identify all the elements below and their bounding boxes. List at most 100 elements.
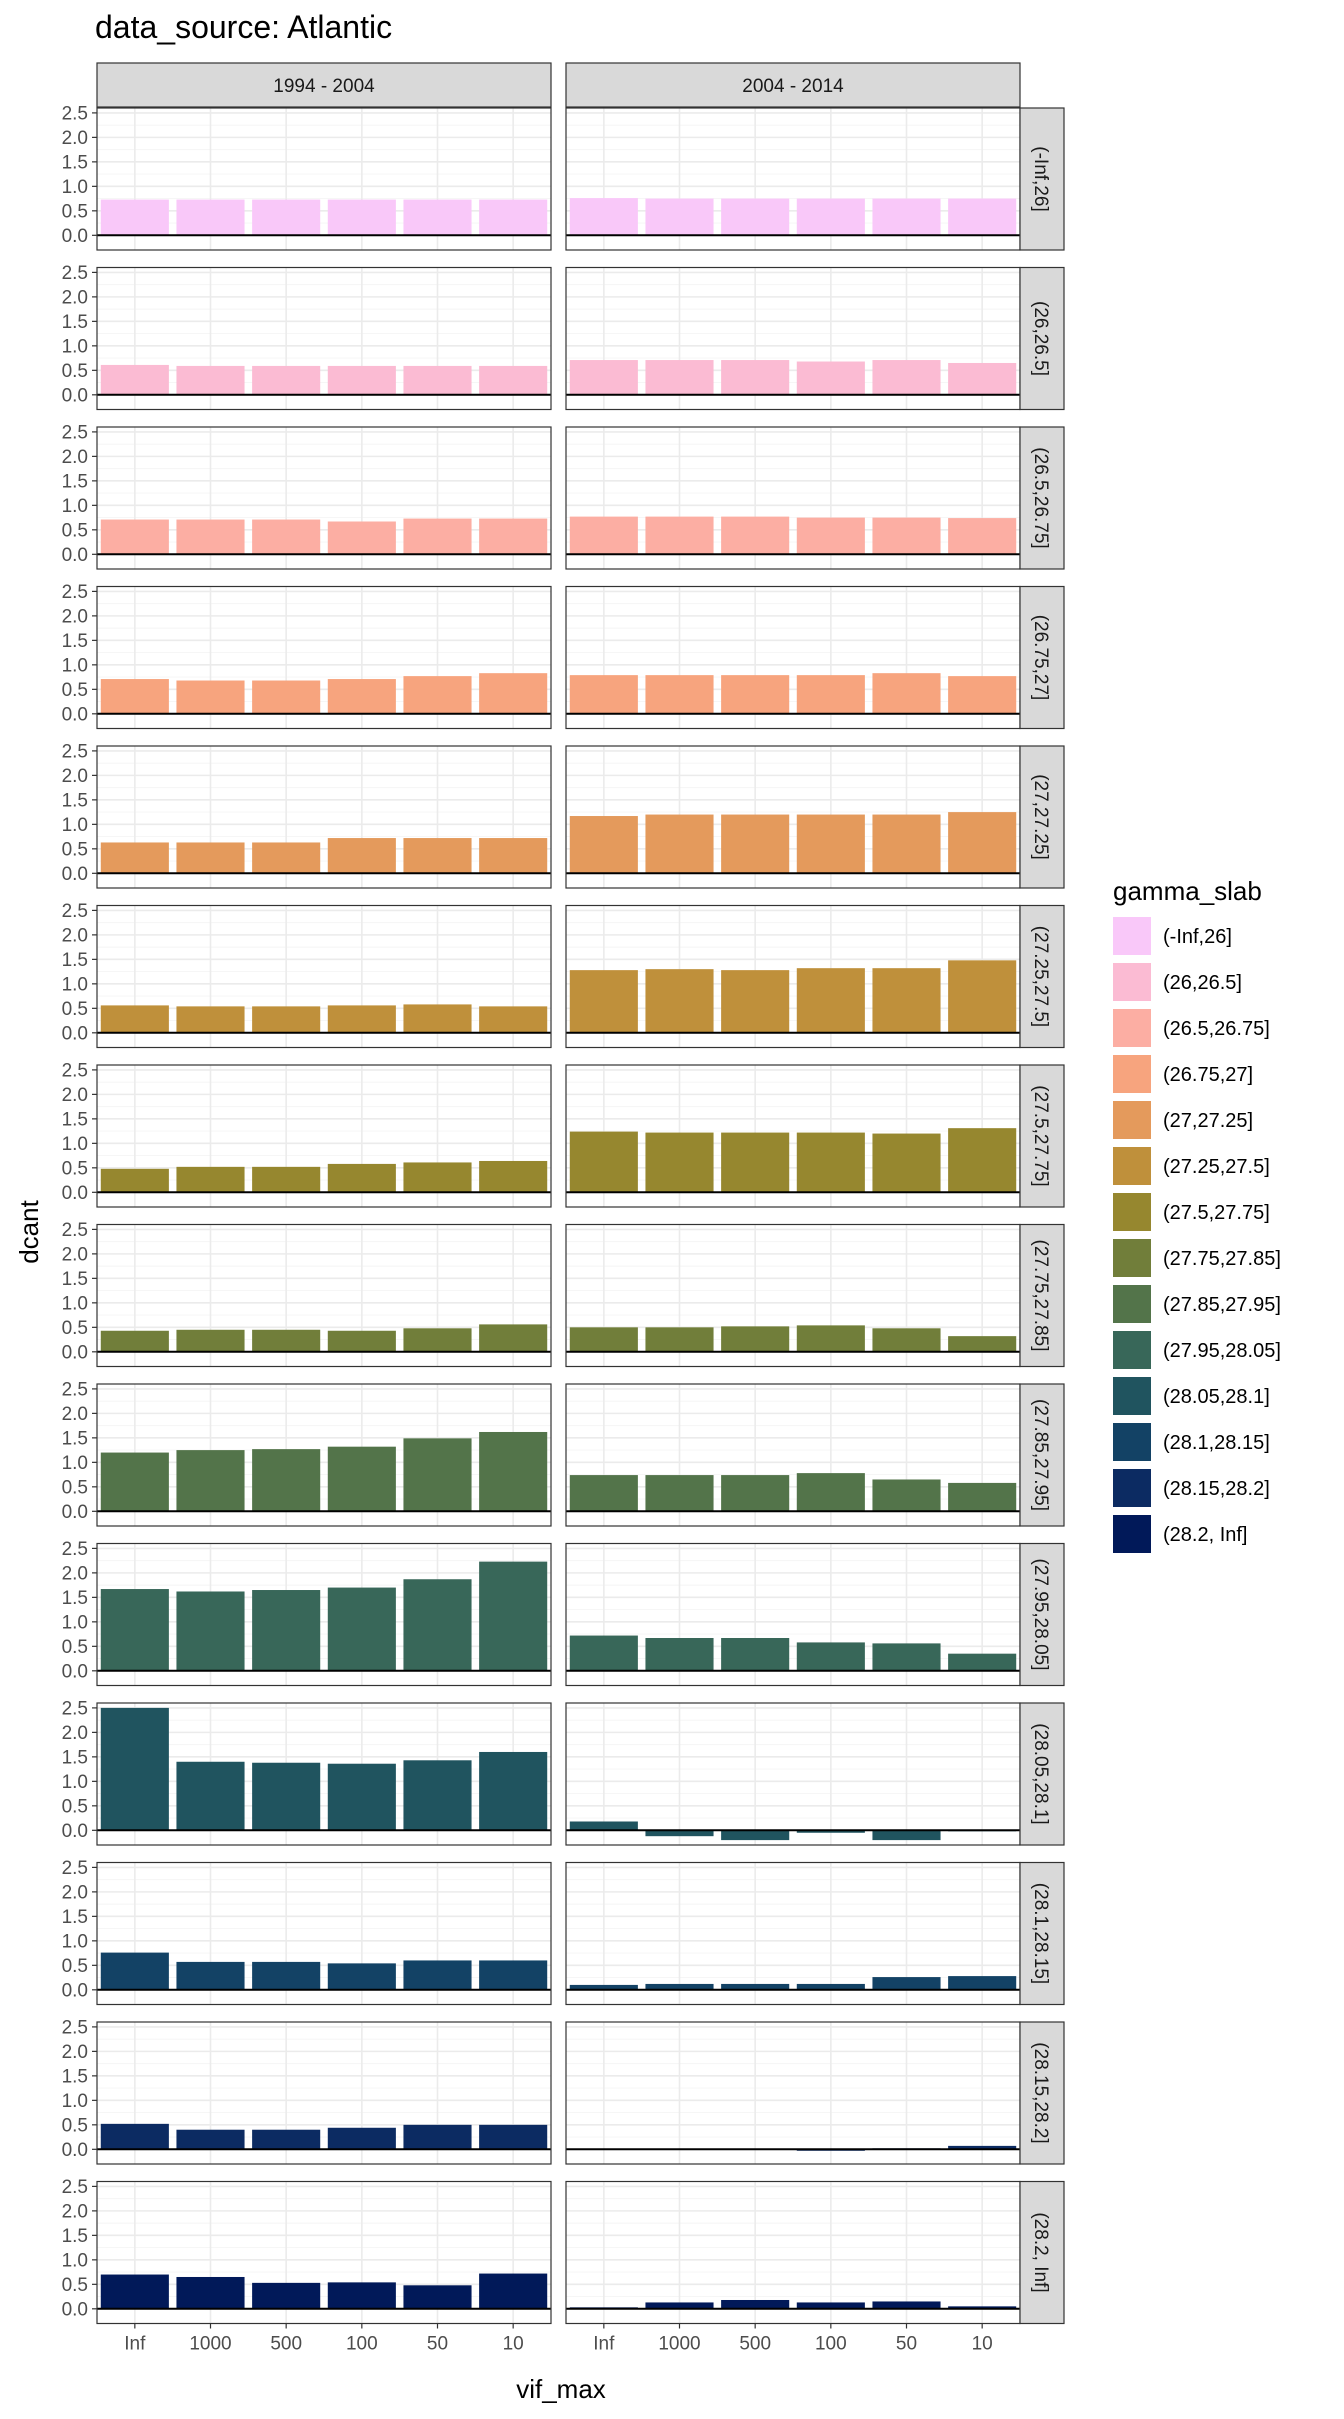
y-tick-label: 1.5 [62,2226,88,2247]
bar [252,199,321,236]
bar [948,518,1017,555]
bar [100,2274,169,2309]
facet-panel: 0.0 0.5 1.0 1.5 2.0 2.5 [62,1539,552,1687]
x-tick-label: 100 [815,2334,847,2355]
y-tick-label: 1.5 [62,1747,88,1768]
bar [721,814,790,874]
bar [403,1328,472,1352]
bar [721,2299,790,2309]
bar [252,1006,321,1033]
bar [479,2273,548,2309]
y-tick-label: 0.5 [62,1796,88,1817]
bar [796,675,865,714]
bar [327,1446,396,1512]
bar [403,1004,472,1033]
facet-panel [565,745,1021,889]
x-tick-label: 1000 [189,2334,231,2355]
y-tick-label: 0.5 [62,361,88,382]
bar [569,970,638,1033]
y-tick-label: 1.5 [62,1428,88,1449]
bar [872,1328,941,1352]
bar [569,1327,638,1352]
bar [403,2285,472,2309]
facet-panel [565,1223,1021,1368]
facet-panel: 0.0 0.5 1.0 1.5 2.0 2.5 [62,1220,552,1368]
bar [327,2127,396,2150]
y-tick-label: 1.0 [62,1293,88,1314]
bar [479,838,548,874]
bar [721,1983,790,1990]
bar [948,1653,1017,1671]
y-tick-label: 1.5 [62,312,88,333]
y-tick-label: 1.0 [62,2091,88,2112]
bar [100,842,169,874]
bar [796,1983,865,1990]
panel-border [96,426,552,570]
row-strip-label: (28.05,28.1] [1030,1723,1051,1824]
y-tick-label: 2.5 [62,901,88,922]
legend-label: (27.85,27.95] [1163,1294,1281,1316]
bar [872,968,941,1033]
bar [721,675,790,714]
y-tick-label: 2.0 [62,1563,88,1584]
bar [100,1168,169,1193]
bar [948,1336,1017,1352]
bar [645,516,714,555]
legend-title: gamma_slab [1113,876,1262,906]
bar [327,199,396,236]
bar [327,1163,396,1193]
legend-label: (28.15,28.2] [1163,1478,1270,1500]
row-strip [1019,904,1065,1049]
bar [479,1561,548,1671]
legend-label: (26,26.5] [1163,972,1242,994]
y-tick-label: 2.0 [62,2042,88,2063]
panel-border [96,107,552,251]
legend-key [1113,1009,1151,1047]
bar [100,519,169,555]
row-strip-label: (27.95,28.05] [1030,1559,1051,1671]
bar [796,814,865,874]
bar [100,2123,169,2150]
y-tick-label: 0.5 [62,1637,88,1658]
bar [872,360,941,395]
bar [796,361,865,395]
bar [872,1479,941,1512]
panel-border [96,1383,552,1527]
bar [252,1329,321,1352]
bar [796,1132,865,1193]
bar [948,1482,1017,1512]
facet-panel [565,107,1021,251]
legend-key [1113,1239,1151,1277]
row-strip [1019,266,1065,411]
facet-panel [565,1861,1021,2006]
bar [176,680,245,714]
bar [645,1638,714,1671]
bar [403,838,472,874]
bar [403,1760,472,1831]
legend-key [1113,1469,1151,1507]
bar [872,814,941,874]
y-tick-label: 0.0 [62,704,88,725]
y-tick-label: 2.0 [62,447,88,468]
column-strip [565,62,1021,108]
panel-border [96,2180,552,2325]
bar [796,1325,865,1352]
y-tick-label: 0.5 [62,680,88,701]
bar [176,1761,245,1831]
row-strip [1019,1861,1065,2006]
bar [721,1830,790,1841]
y-tick-label: 1.0 [62,2250,88,2271]
bar [569,1821,638,1831]
y-tick-label: 0.5 [62,1318,88,1339]
row-strip [1019,107,1065,251]
bar [645,675,714,714]
facet-grid: 1994 - 2004 2004 - 2014 0.0 0.5 1.0 1.5 2.0 2.5… [62,62,1065,2355]
bar [479,673,548,714]
facet-panel: 0.0 0.5 1.0 1.5 2.0 2.5 [62,2177,552,2325]
bar [796,1642,865,1671]
legend-key [1113,1147,1151,1185]
row-strip-label: (28.15,28.2] [1030,2042,1051,2143]
y-tick-label: 2.0 [62,925,88,946]
bar [327,1763,396,1831]
y-tick-label: 2.0 [62,1882,88,1903]
